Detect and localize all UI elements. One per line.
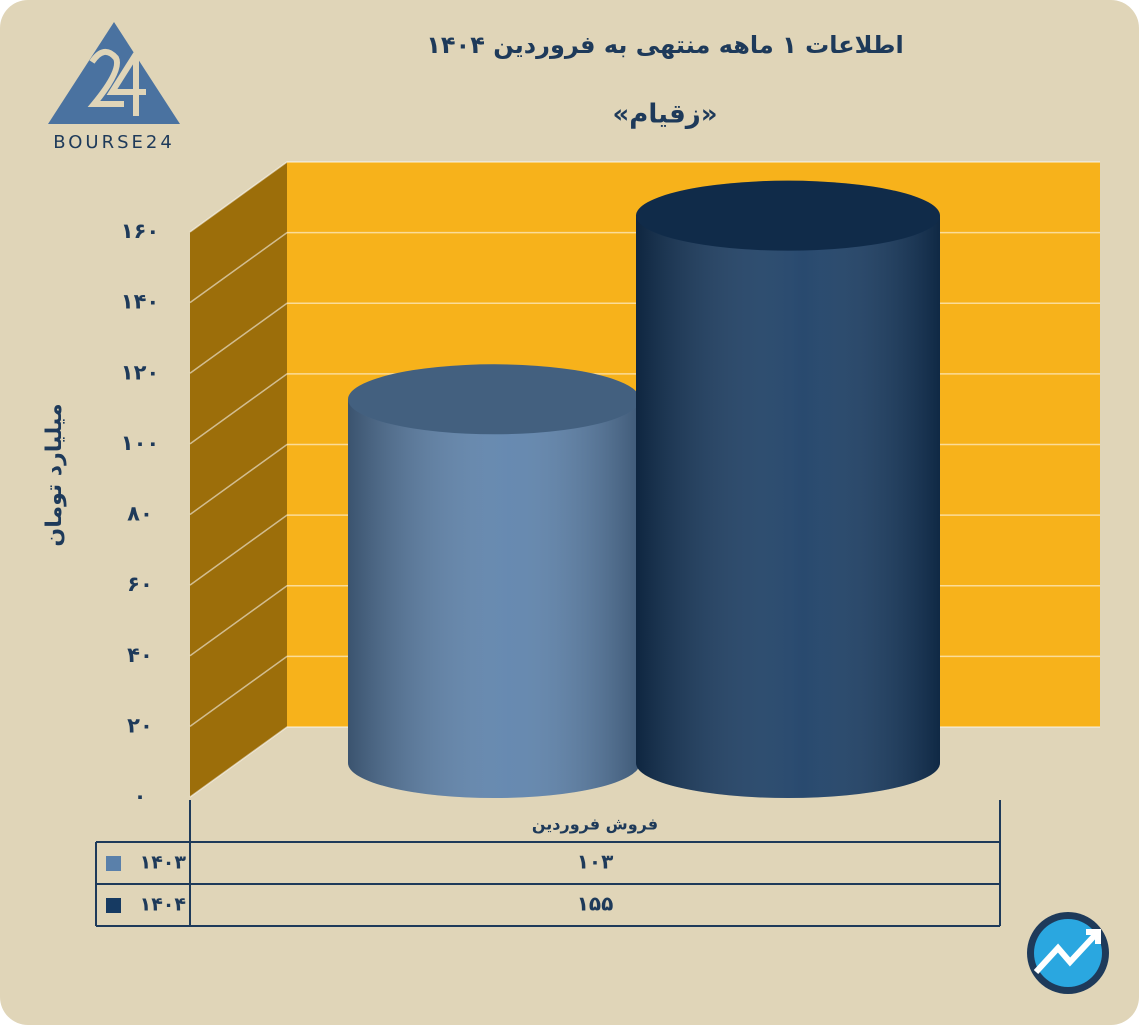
- grid-line: [189, 161, 1100, 233]
- legend-label: ۱۴۰۴: [140, 894, 186, 916]
- cylinder-shade: [348, 399, 640, 798]
- cylinder: [636, 180, 940, 798]
- value-label: ۱۰۳: [577, 850, 614, 874]
- y-tick-label: ۱۶۰: [121, 219, 159, 243]
- logo: BOURSE24: [48, 22, 180, 153]
- legend-label: ۱۴۰۳: [140, 852, 187, 874]
- y-tick-label: ۱۴۰: [121, 290, 159, 314]
- logo-text: BOURSE24: [53, 132, 175, 153]
- cylinder-top-shade: [348, 364, 640, 435]
- chart-title: اطلاعات ۱ ماهه منتهی به فروردین ۱۴۰۴: [426, 31, 903, 59]
- y-tick-label: ۱۰۰: [121, 431, 159, 455]
- legend-swatch: [106, 856, 121, 871]
- cylinder: [348, 364, 640, 798]
- y-tick-label: ۴۰: [127, 643, 153, 667]
- cylinder-top: [636, 180, 940, 251]
- chart-subtitle: «زقیام»: [612, 100, 717, 130]
- cylinder-shade: [636, 215, 940, 798]
- cylinder-top: [348, 364, 640, 435]
- x-tick-label: فروش فروردین: [532, 815, 658, 834]
- y-tick-label: ۱۲۰: [121, 360, 159, 384]
- y-tick-label: ۲۰: [127, 713, 153, 737]
- legend-swatch: [106, 898, 121, 913]
- brand-icon: [1027, 912, 1109, 994]
- value-label: ۱۵۵: [577, 892, 614, 916]
- cylinder-top-shade: [636, 180, 940, 251]
- y-tick-label: ۸۰: [127, 502, 153, 526]
- y-axis-label: میلیارد تومان: [42, 403, 67, 546]
- y-tick-label: ۶۰: [127, 572, 153, 596]
- y-tick-label: ۰: [134, 784, 147, 808]
